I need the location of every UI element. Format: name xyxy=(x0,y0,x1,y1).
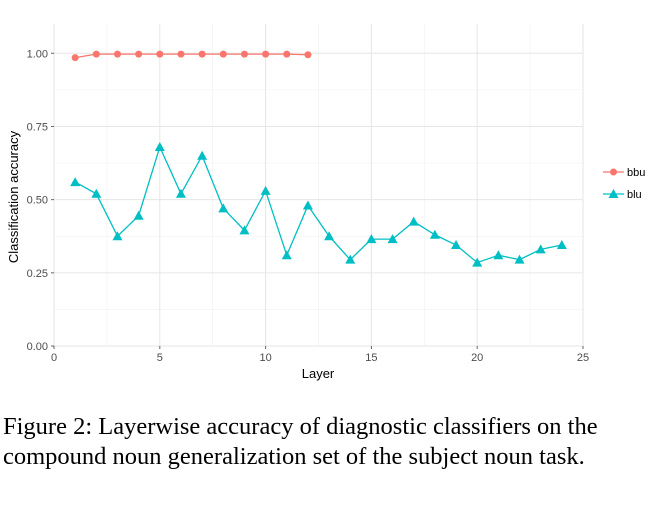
data-point-blu xyxy=(345,254,356,264)
data-point-blu xyxy=(218,203,229,213)
data-point-bbu xyxy=(304,51,312,59)
data-point-blu xyxy=(387,234,398,244)
data-point-blu xyxy=(408,216,419,226)
data-point-bbu xyxy=(262,50,270,58)
data-point-bbu xyxy=(92,50,100,58)
data-point-blu xyxy=(514,254,525,264)
data-point-blu xyxy=(302,200,313,210)
x-axis-title: Layer xyxy=(302,366,335,381)
data-point-blu xyxy=(133,210,144,220)
x-tick-label: 10 xyxy=(259,352,271,364)
data-point-bbu xyxy=(113,50,121,58)
y-tick-label: 1.00 xyxy=(27,48,48,60)
data-point-blu xyxy=(366,234,377,244)
x-tick-label: 0 xyxy=(51,352,57,364)
data-point-blu xyxy=(324,231,335,241)
legend-key-marker xyxy=(608,189,619,198)
legend-item-blu: blu xyxy=(603,189,642,201)
data-point-blu xyxy=(154,141,165,151)
figure-caption: Figure 2: Layerwise accuracy of diagnost… xyxy=(3,413,598,470)
x-tick-label: 5 xyxy=(157,352,163,364)
data-point-blu xyxy=(260,185,271,195)
x-tick-label: 20 xyxy=(471,352,483,364)
line-chart: 0.00 0.25 0.50 0.75 1.00 0 5 10 15 20 25 Layer Cl… xyxy=(6,24,645,381)
legend-item-bbu: bbu xyxy=(603,167,645,179)
data-point-blu xyxy=(112,231,123,241)
legend-key-marker xyxy=(610,168,617,176)
series-bbu xyxy=(71,50,312,62)
data-point-blu xyxy=(556,240,567,250)
y-tick-label: 0.75 xyxy=(27,121,48,133)
grid-lines xyxy=(53,24,584,347)
data-point-blu xyxy=(91,188,102,198)
data-point-bbu xyxy=(177,50,185,58)
series-blu xyxy=(70,141,567,267)
series-line-bbu xyxy=(75,53,308,59)
data-point-blu xyxy=(281,250,292,260)
data-point-blu xyxy=(175,188,186,198)
data-point-blu xyxy=(70,177,81,187)
data-point-blu xyxy=(197,150,208,160)
data-point-blu xyxy=(429,229,440,239)
data-point-blu xyxy=(535,244,546,254)
data-point-blu xyxy=(451,240,462,250)
data-point-bbu xyxy=(135,50,143,58)
y-axis-title: Classification accuracy xyxy=(6,130,21,263)
legend-label: blu xyxy=(627,189,642,201)
legend: bbu blu xyxy=(603,167,645,201)
x-tick-label: 15 xyxy=(365,352,377,364)
x-axis: 0 5 10 15 20 25 xyxy=(51,346,589,364)
data-point-bbu xyxy=(156,50,164,58)
data-point-blu xyxy=(493,250,504,260)
y-axis: 0.00 0.25 0.50 0.75 1.00 xyxy=(27,48,54,353)
y-tick-label: 0.25 xyxy=(27,268,48,280)
data-point-bbu xyxy=(219,50,227,58)
data-point-blu xyxy=(472,257,483,267)
y-tick-label: 0.50 xyxy=(27,195,48,207)
data-point-blu xyxy=(239,225,250,235)
data-point-bbu xyxy=(198,50,206,58)
data-point-bbu xyxy=(283,50,291,58)
data-point-bbu xyxy=(71,54,79,62)
legend-label: bbu xyxy=(627,167,645,179)
y-tick-label: 0.00 xyxy=(27,341,48,353)
series-line-blu xyxy=(74,145,562,264)
data-point-bbu xyxy=(240,50,248,58)
series-layer xyxy=(70,50,567,267)
x-tick-label: 25 xyxy=(577,352,589,364)
